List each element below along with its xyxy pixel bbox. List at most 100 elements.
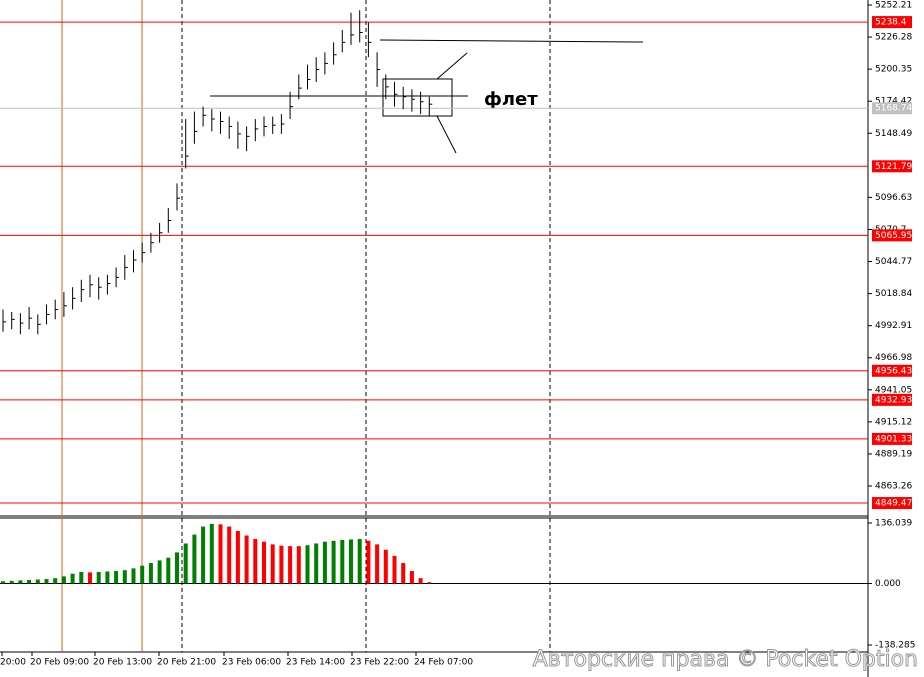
histogram-bar [270, 544, 275, 584]
y-tick-label: 4915.12 [875, 417, 912, 427]
histogram-bar [262, 541, 266, 584]
y-tick-label: 5044.77 [875, 257, 912, 267]
histogram-bar [366, 540, 371, 584]
x-tick-label: 23 Feb 22:00 [350, 658, 409, 668]
histogram-bar [340, 539, 345, 584]
level-label: 5238.4 [875, 18, 907, 28]
histogram-bar [209, 523, 214, 584]
level-label-bg [872, 229, 912, 242]
x-tick-label: 24 Feb 07:00 [414, 658, 473, 668]
histogram-bar [18, 580, 23, 584]
y-tick-label: 5226.28 [875, 33, 912, 43]
y-tick-label: 0.000 [875, 579, 901, 589]
y-tick-label: 5252.21 [875, 1, 912, 11]
level-label-bg [872, 364, 912, 377]
x-tick-label: 23 Feb 14:00 [286, 658, 345, 668]
arrow-line [436, 52, 468, 80]
histogram-bar [35, 579, 40, 584]
histogram-bar [148, 563, 153, 584]
level-label-bg [872, 160, 912, 173]
histogram-bar [105, 571, 110, 584]
level-label: 4849.47 [875, 499, 912, 509]
histogram-bar [305, 545, 310, 584]
histogram-bar [409, 571, 414, 584]
histogram-bar [166, 557, 171, 584]
histogram-bar [114, 571, 119, 584]
level-label-bg [872, 393, 912, 406]
histogram-bar [383, 549, 388, 584]
histogram-bar [296, 546, 301, 584]
histogram-bar [218, 524, 223, 584]
histogram-bar [235, 531, 240, 584]
histogram-bar [314, 543, 319, 584]
y-tick-label: 4966.98 [875, 353, 912, 363]
y-tick-label: 4941.05 [875, 385, 912, 395]
trend-line [379, 39, 644, 43]
level-label-bg [872, 16, 912, 29]
current-price-label: 5168.74 [875, 104, 912, 114]
histogram-bar [357, 539, 362, 584]
histogram-bar [157, 560, 162, 584]
histogram-bar [427, 582, 432, 584]
histogram-bar [244, 535, 249, 584]
histogram-bar [418, 578, 423, 584]
histogram-bar [53, 578, 58, 584]
histogram-bar [88, 572, 92, 584]
histogram-bar [96, 571, 101, 584]
x-tick-label: 20 Feb 09:00 [30, 658, 89, 668]
drawings [210, 39, 644, 154]
y-tick-label: 4863.26 [875, 482, 912, 492]
histogram-bar [227, 526, 232, 584]
histogram-bar [122, 570, 127, 584]
histogram-bar [140, 565, 145, 584]
histogram-bar [322, 541, 327, 584]
x-tick-label: 20:00 [0, 658, 26, 668]
histogram-bar [183, 543, 188, 584]
level-label: 4932.93 [875, 395, 912, 405]
histogram-bar [44, 579, 49, 584]
annotation: флет [484, 89, 538, 110]
histogram-bar [279, 545, 284, 584]
y-tick-label: 5148.49 [875, 129, 912, 139]
histogram-bar [70, 573, 75, 584]
level-label: 5065.95 [875, 231, 912, 241]
x-tick-label: 20 Feb 21:00 [157, 658, 216, 668]
histogram-bar [131, 568, 136, 584]
level-label-bg [872, 497, 912, 510]
flat-box [382, 78, 453, 117]
watermark: Авторские права © Pocket Option [533, 647, 918, 672]
y-tick-label: 5096.63 [875, 193, 912, 203]
x-tick-label: 23 Feb 06:00 [222, 658, 281, 668]
arrow-line [436, 115, 457, 154]
y-tick-label: 5174.42 [875, 97, 912, 107]
y-tick-label: 4889.19 [875, 449, 912, 459]
histogram-bar [349, 539, 353, 584]
y-tick-label: -138.285 [875, 641, 915, 651]
histogram-bar [79, 571, 84, 584]
y-tick-label: 5200.35 [875, 65, 912, 75]
level-label: 5121.79 [875, 162, 912, 172]
histogram-bar [61, 576, 66, 584]
histogram-bar [288, 546, 293, 584]
histogram-bar [331, 540, 336, 584]
histogram-bar [1, 581, 5, 584]
level-label: 4956.43 [875, 366, 912, 376]
x-tick-label: 20 Feb 13:00 [93, 658, 152, 668]
histogram-bar [375, 544, 380, 584]
histogram-bar [27, 579, 32, 584]
histogram-bar [175, 552, 179, 584]
current-price-bg [872, 102, 912, 115]
y-tick-label: 5018.84 [875, 289, 912, 299]
y-tick-label: 4992.91 [875, 321, 912, 331]
histogram-bar [253, 539, 258, 584]
level-label: 4901.33 [875, 434, 912, 444]
histogram-bar [392, 555, 397, 584]
histogram-bar [201, 526, 206, 584]
y-tick-label: 136.039 [875, 519, 912, 529]
histogram-bar [192, 534, 197, 584]
histogram-bar [401, 563, 406, 584]
level-label-bg [872, 432, 912, 445]
